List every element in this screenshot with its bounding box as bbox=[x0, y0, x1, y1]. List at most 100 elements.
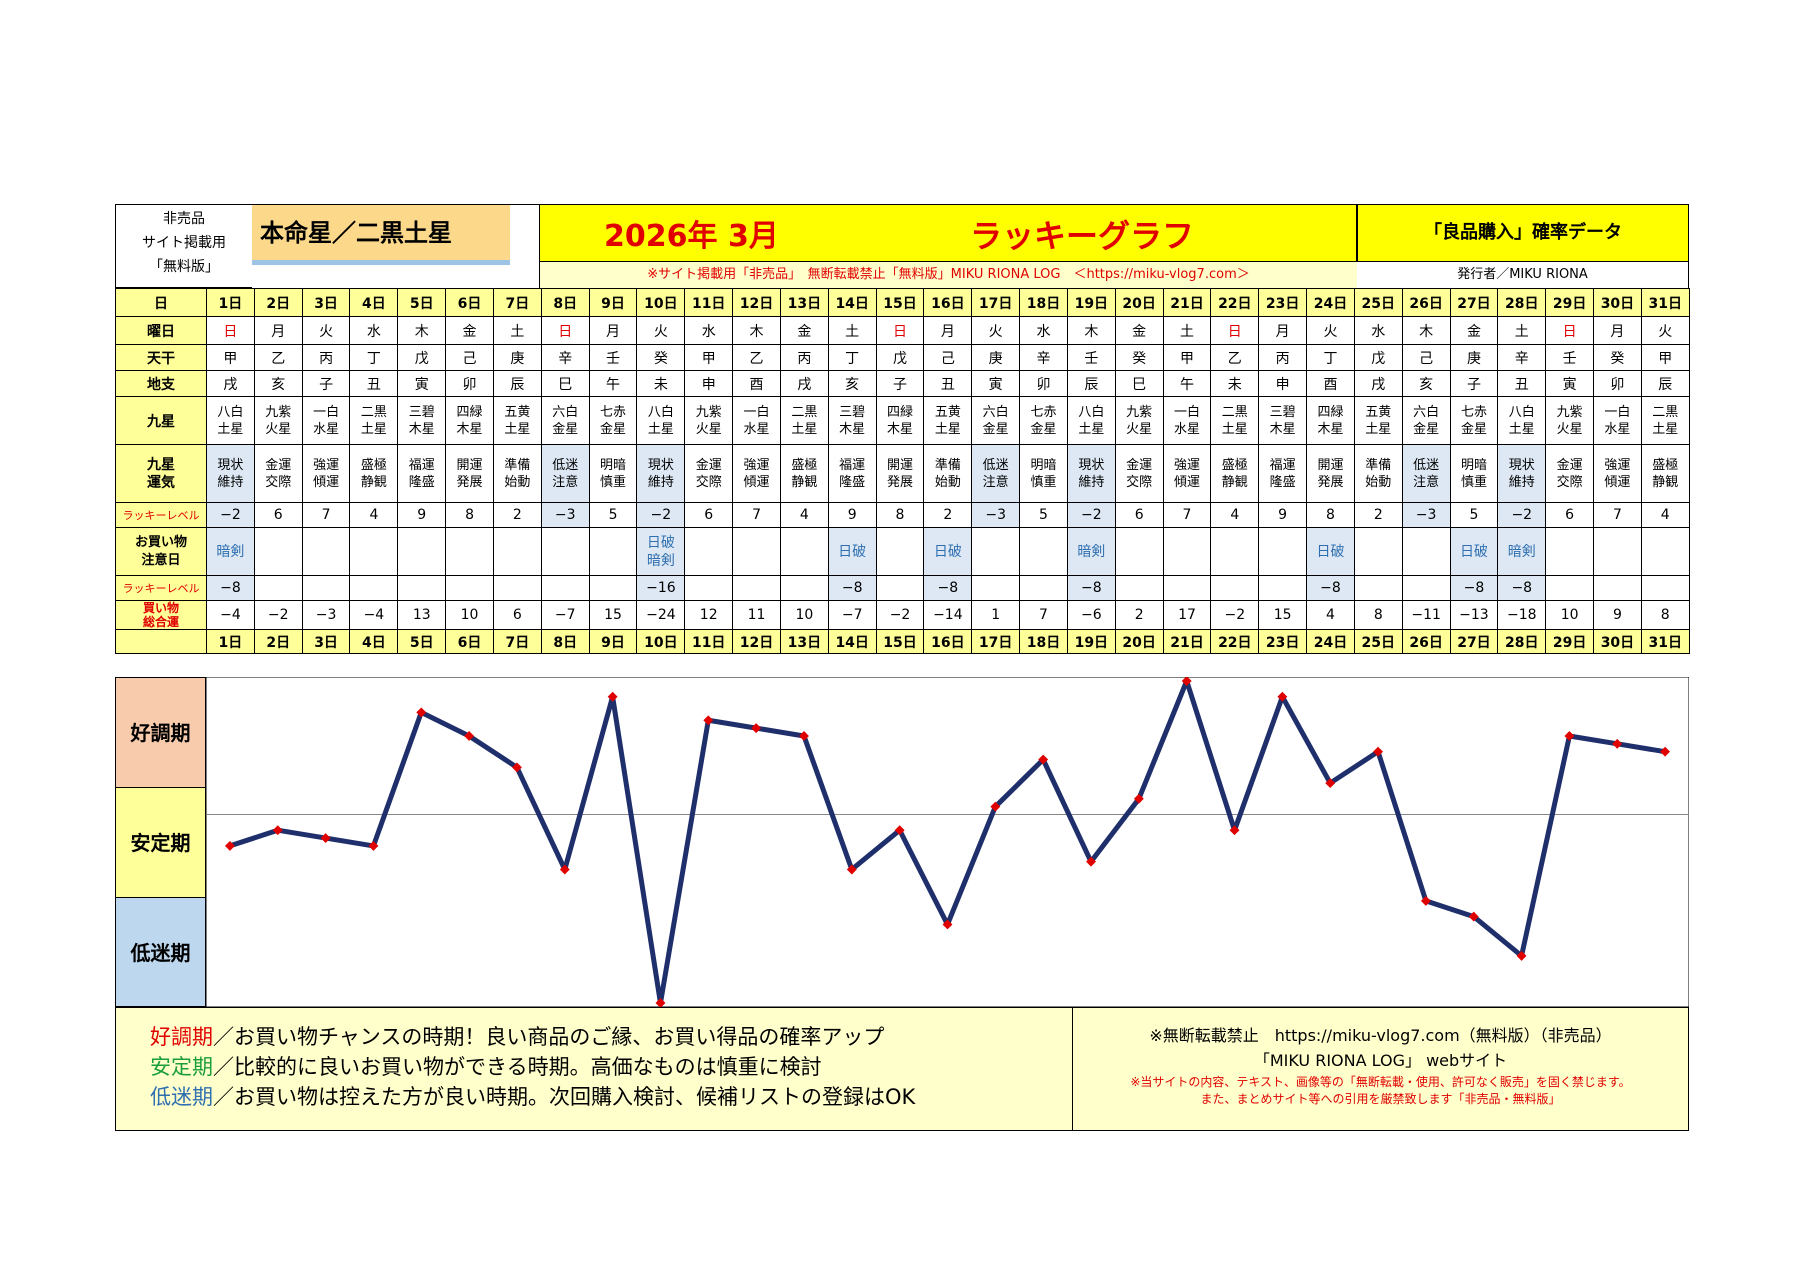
legend-good-word: 好調期 bbox=[150, 1025, 213, 1049]
chishi-cell: 午 bbox=[1162, 370, 1212, 397]
day-cell-bottom: 9日 bbox=[588, 629, 638, 654]
weekday-cell-text: 火 bbox=[1658, 323, 1673, 340]
total-cell: −3 bbox=[301, 600, 351, 630]
lucky-level2-cell bbox=[1545, 575, 1595, 601]
unki-cell: 明暗 慎重 bbox=[1019, 444, 1068, 503]
day-cell-bottom: 19日 bbox=[1066, 629, 1116, 654]
lucky-level-cell: −3 bbox=[540, 502, 590, 528]
unki-bottom-text: 発展 bbox=[456, 474, 483, 490]
kyusei-top-text: 四緑 bbox=[456, 404, 483, 420]
data-point-marker bbox=[1086, 856, 1096, 867]
total-text: −18 bbox=[1507, 607, 1537, 623]
weekday-cell-text: 月 bbox=[1610, 323, 1625, 340]
legend-stable-word: 安定期 bbox=[150, 1055, 213, 1079]
day-cell: 17日 bbox=[971, 288, 1021, 317]
tenkan-cell-text: 甲 bbox=[223, 350, 238, 367]
caution-top-text: 暗剣 bbox=[1077, 543, 1106, 560]
lucky-level2-cell: −8 bbox=[1066, 575, 1116, 601]
day-cell-bottom-text: 18日 bbox=[1026, 634, 1061, 651]
unki-top-text: 盛極 bbox=[1652, 457, 1679, 473]
lucky-level-text: 6 bbox=[273, 507, 283, 523]
tenkan-row-label-text-1: 天干 bbox=[147, 350, 175, 367]
kyusei-bottom-text: 金星 bbox=[982, 421, 1009, 437]
lucky-level-cell: 6 bbox=[1545, 502, 1595, 528]
kyusei-top-text: 四緑 bbox=[1317, 404, 1344, 420]
right-title: 「良品購入」確率データ bbox=[1357, 204, 1689, 262]
lucky-level-cell: 9 bbox=[397, 502, 447, 528]
lucky-level2-cell bbox=[875, 575, 925, 601]
day-cell-bottom: 29日 bbox=[1545, 629, 1595, 654]
total-cell: 9 bbox=[1593, 600, 1642, 630]
legend-low: 低迷期／お買い物は控えた方が良い時期。次回購入検討、候補リストの登録はOK bbox=[150, 1082, 1072, 1112]
unki-top-text: 準備 bbox=[1365, 457, 1392, 473]
copyright-line3: ※当サイトの内容、テキスト、画像等の「無断転載・使用、許可なく販売」を固く禁じま… bbox=[1130, 1075, 1631, 1089]
day-cell-bottom-text: 19日 bbox=[1074, 634, 1109, 651]
tenkan-cell: 丙 bbox=[779, 344, 829, 371]
kyusei-bottom-text: 土星 bbox=[647, 421, 674, 437]
kyusei-bottom-text: 土星 bbox=[504, 421, 531, 437]
day-cell-bottom-text: 9日 bbox=[601, 634, 625, 651]
main-star-label: 本命星／二黒土星 bbox=[252, 204, 510, 260]
tenkan-cell: 癸 bbox=[1593, 344, 1642, 371]
total-text: 10 bbox=[460, 607, 479, 623]
total-text: 7 bbox=[1039, 607, 1048, 623]
day-cell: 10日 bbox=[636, 288, 686, 317]
day-cell-bottom-text: 16日 bbox=[931, 634, 965, 651]
chishi-cell-text: 寅 bbox=[1562, 376, 1577, 393]
weekday-cell-text: 土 bbox=[1514, 323, 1529, 340]
tenkan-cell: 甲 bbox=[1640, 344, 1690, 371]
caution-cell bbox=[301, 527, 351, 576]
lucky-level-cell: 6 bbox=[1114, 502, 1164, 528]
weekday-cell: 日 bbox=[1545, 316, 1595, 345]
kyusei-cell: 八白 土星 bbox=[206, 396, 255, 445]
day-cell-bottom: 4日 bbox=[349, 629, 399, 654]
lucky-level2-cell: −8 bbox=[827, 575, 877, 601]
day-cell: 26日 bbox=[1401, 288, 1451, 317]
lucky-level-text: 6 bbox=[704, 507, 714, 523]
lucky-level-text: 5 bbox=[1469, 507, 1479, 523]
unki-bottom-text: 慎重 bbox=[1030, 474, 1057, 490]
lucky-level-cell: 4 bbox=[1210, 502, 1260, 528]
kyusei-bottom-text: 土星 bbox=[1365, 421, 1392, 437]
total-text: 10 bbox=[795, 607, 814, 623]
copyright-line4: また、まとめサイト等への引用を厳禁致します「非売品・無料版」 bbox=[1200, 1092, 1561, 1106]
kyusei-bottom-text: 木星 bbox=[1269, 421, 1296, 437]
weekday-cell-text: 日 bbox=[558, 323, 573, 340]
lucky-level2-cell bbox=[1210, 575, 1260, 601]
chishi-cell: 子 bbox=[1449, 370, 1499, 397]
weekday-cell: 火 bbox=[971, 316, 1021, 345]
unki-cell: 現状 維持 bbox=[206, 444, 255, 503]
lucky-level-cell: 7 bbox=[1593, 502, 1642, 528]
data-point-marker bbox=[703, 715, 714, 726]
kyusei-top-text: 三碧 bbox=[408, 404, 435, 420]
kyusei-top-text: 一白 bbox=[313, 404, 340, 420]
unki-top-text: 金運 bbox=[695, 457, 722, 473]
day-cell: 5日 bbox=[397, 288, 447, 317]
copyright-line2: 「MIKU RIONA LOG」 webサイト bbox=[1253, 1051, 1508, 1070]
weekday-cell: 金 bbox=[779, 316, 829, 345]
day-cell: 20日 bbox=[1114, 288, 1164, 317]
unki-top-text: 現状 bbox=[647, 457, 674, 473]
weekday-row: 曜日 日 月 火 水 木 金 土 日 月 火 水 木 金 土 日 月 火 水 木 金 土 日 月 火 水 木 金 土 日 月 火 bbox=[115, 316, 1690, 345]
unki-bottom-text: 交際 bbox=[1126, 474, 1153, 490]
unki-cell: 低迷 注意 bbox=[1401, 444, 1451, 503]
caution-cell bbox=[1210, 527, 1260, 576]
day-cell-bottom-text: 23日 bbox=[1265, 634, 1300, 651]
day-cell-bottom: 23日 bbox=[1258, 629, 1308, 654]
day-cell-bottom: 16日 bbox=[923, 629, 973, 654]
data-point-marker bbox=[1564, 731, 1575, 741]
day-cell: 14日 bbox=[827, 288, 877, 317]
kyusei-top-text: 七赤 bbox=[1030, 404, 1057, 420]
unki-bottom-text: 傾運 bbox=[1604, 474, 1631, 490]
lucky-level-text: 8 bbox=[895, 507, 905, 523]
total-text: 15 bbox=[1273, 607, 1292, 623]
weekday-cell-text: 火 bbox=[1323, 323, 1338, 340]
unki-bottom-text: 隆盛 bbox=[839, 474, 866, 490]
day-cell: 13日 bbox=[779, 288, 829, 317]
kyusei-top-text: 五黄 bbox=[934, 404, 961, 420]
unki-row-label-text-2: 運気 bbox=[147, 474, 175, 491]
caution-cell: 日破 bbox=[923, 527, 973, 576]
weekday-cell-text: 火 bbox=[988, 323, 1003, 340]
caution-top-text: 日破 bbox=[933, 543, 962, 560]
unki-top-text: 福運 bbox=[408, 457, 435, 473]
